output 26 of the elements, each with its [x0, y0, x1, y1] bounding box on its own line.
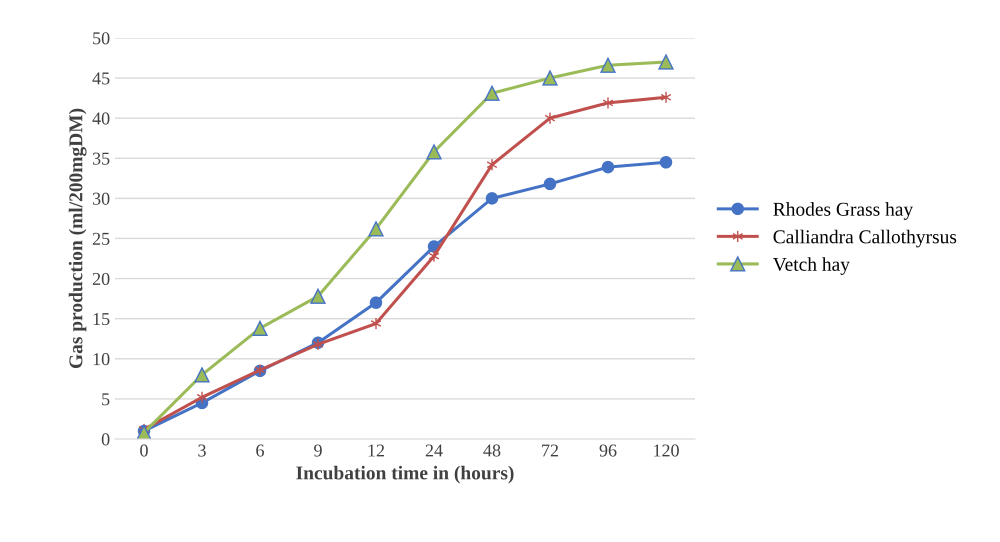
x-tick-label: 48: [483, 444, 500, 457]
x-tick-label: 9: [314, 444, 322, 457]
y-tick-label: 5: [102, 393, 110, 406]
x-tick-label: 24: [426, 444, 443, 456]
x-tick-label: 6: [256, 444, 264, 457]
legend-label: Calliandra Callothyrsus: [774, 230, 956, 248]
legend-label: Rhodes Grass hay: [773, 202, 914, 220]
y-tick-label: 40: [92, 112, 110, 125]
x-tick-label: 3: [198, 444, 206, 457]
y-tick-label: 50: [93, 32, 110, 44]
x-tick-label: 120: [654, 444, 679, 457]
y-tick-label: 30: [92, 192, 110, 205]
y-tick-label: 15: [94, 313, 110, 326]
x-axis-title: Incubation time in (hours): [296, 466, 514, 484]
x-tick-label: 12: [368, 444, 384, 456]
y-tick-label: 0: [102, 433, 110, 446]
y-tick-label: 45: [92, 72, 110, 84]
y-tick-label: 25: [92, 232, 110, 245]
x-tick-label: 72: [542, 444, 558, 456]
y-tick-label: 20: [92, 272, 110, 286]
legend-label: Vetch hay: [772, 257, 850, 275]
x-tick-label: 0: [140, 444, 148, 457]
y-axis-title: Gas production (ml/200mgDM): [68, 108, 87, 368]
y-tick-label: 35: [92, 152, 110, 165]
x-tick-label: 96: [600, 444, 616, 457]
y-tick-label: 10: [94, 353, 110, 366]
